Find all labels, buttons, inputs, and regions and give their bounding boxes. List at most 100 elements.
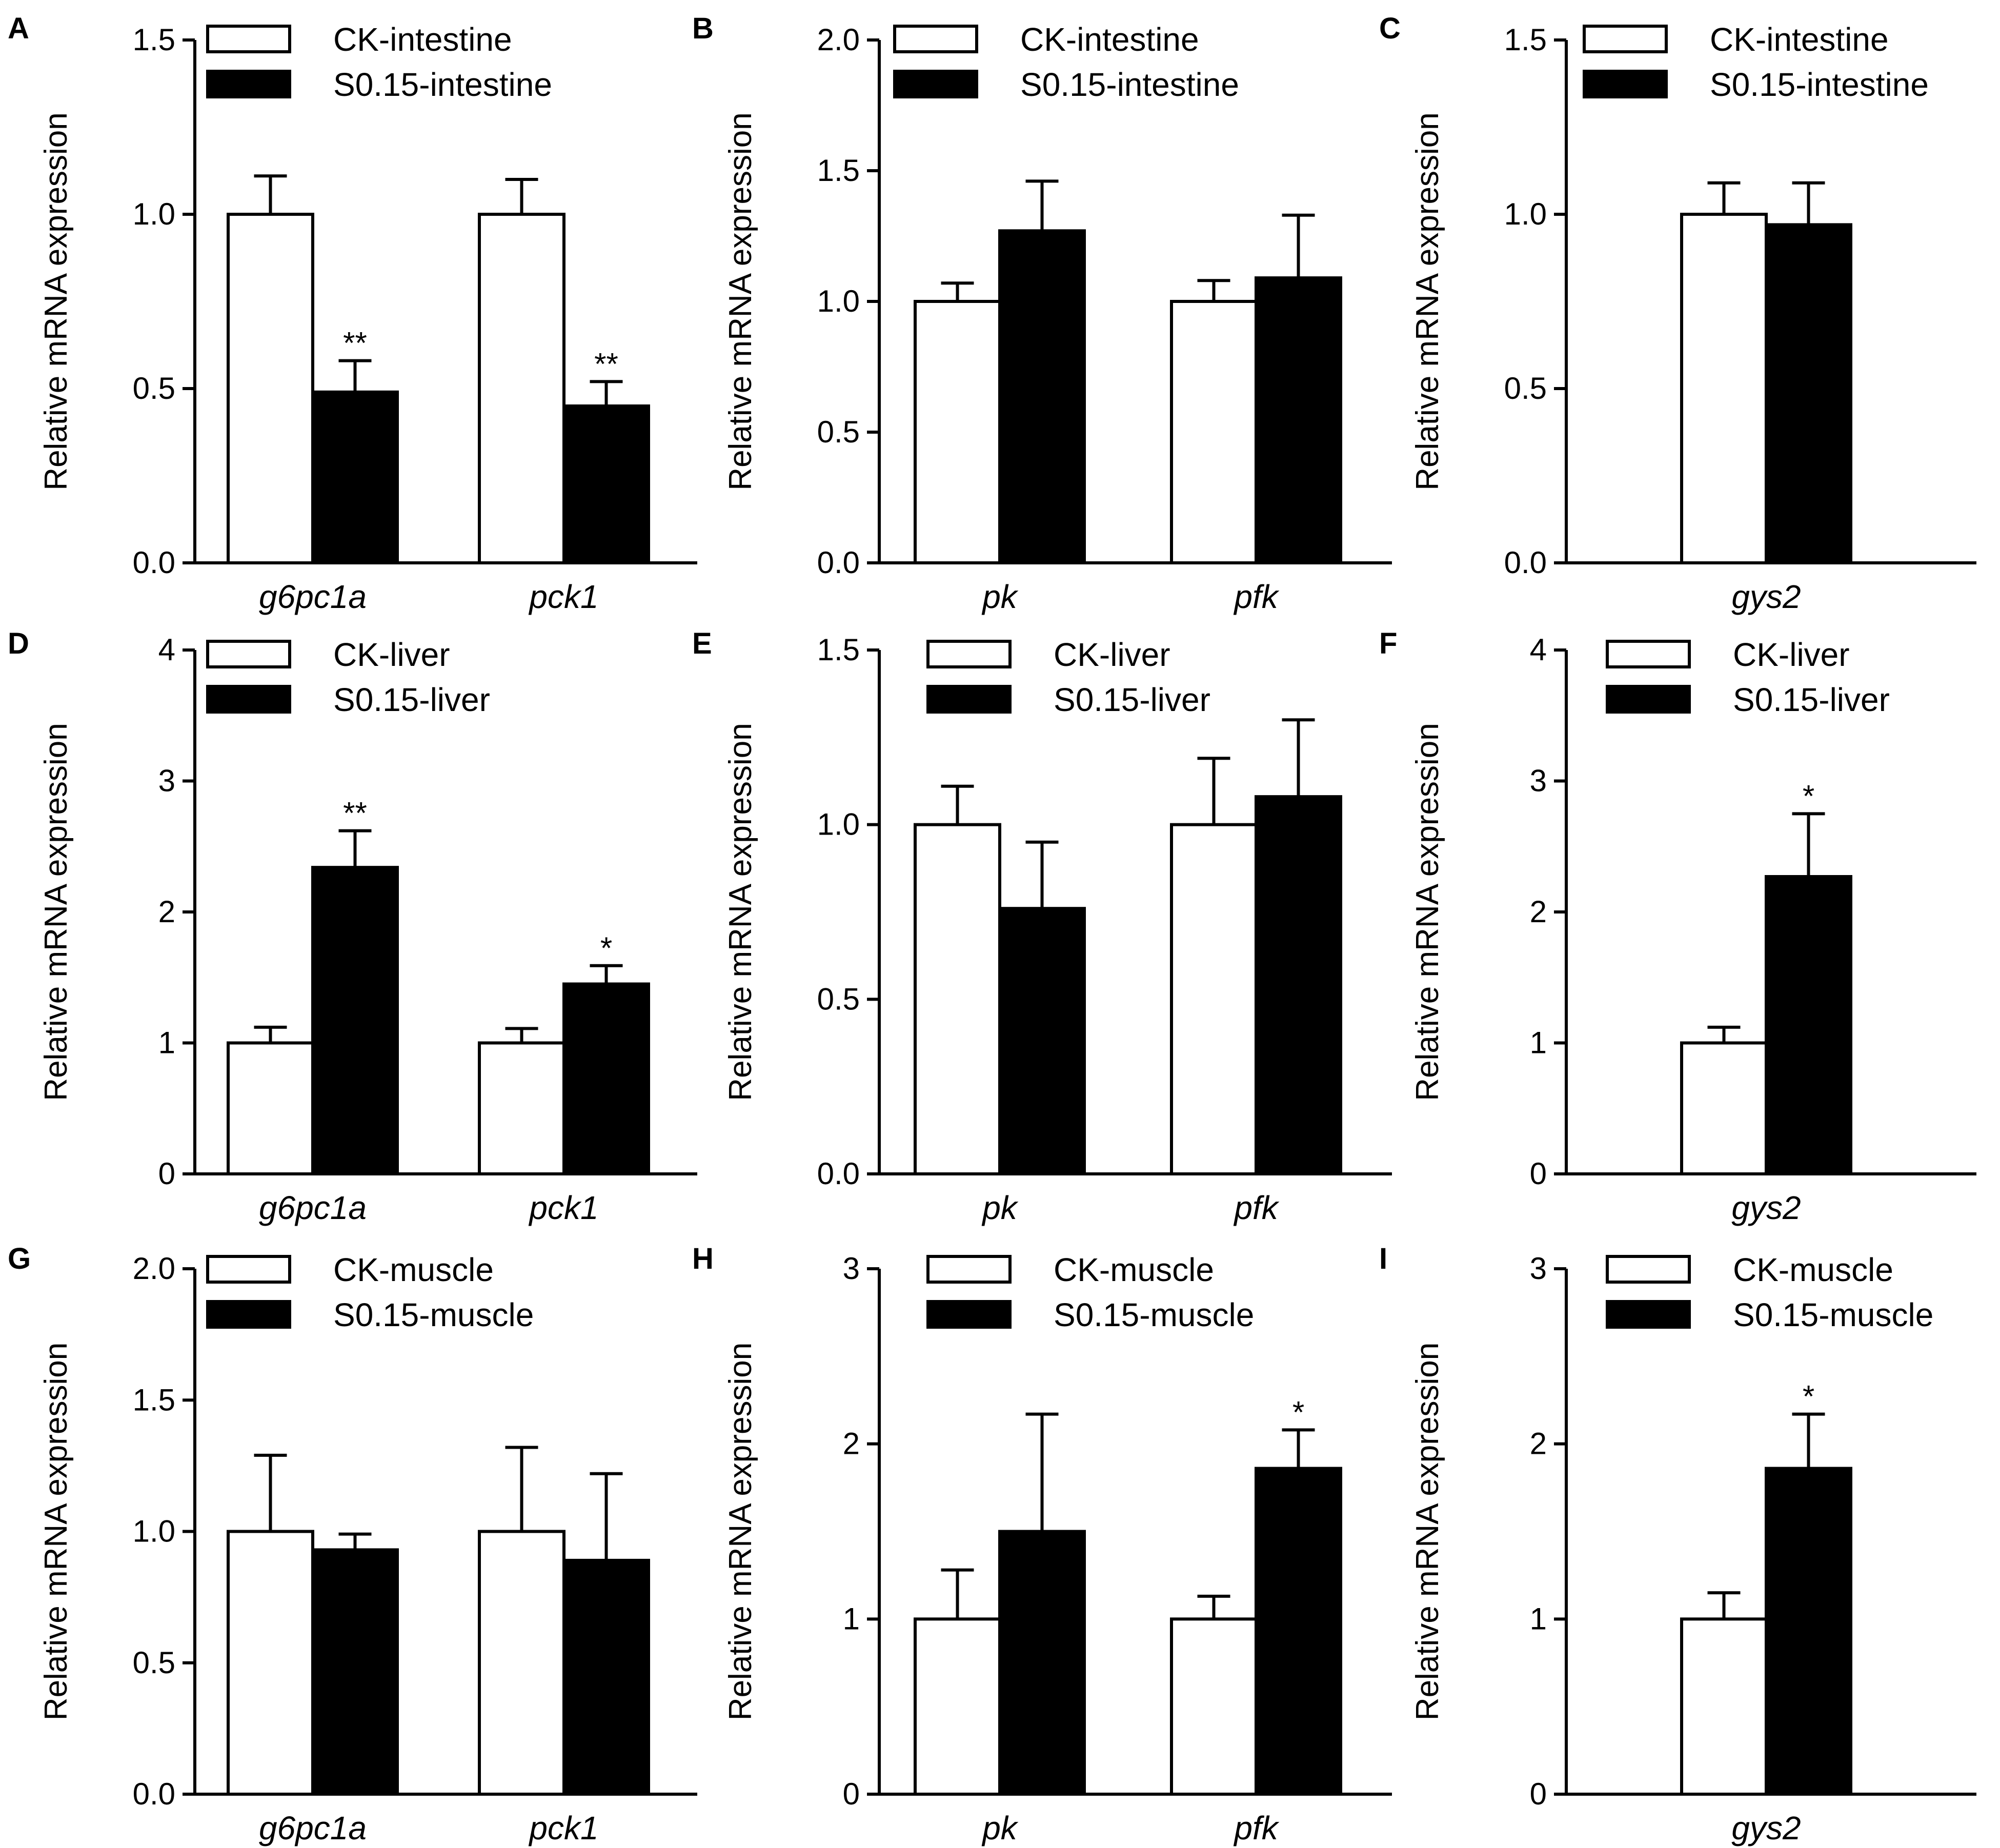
- y-tick-label: 0.5: [1504, 371, 1547, 405]
- panel-label-d: D: [8, 627, 29, 660]
- y-tick-label: 3: [158, 764, 175, 798]
- panel-label-e: E: [692, 627, 712, 660]
- y-axis-label: Relative mRNA expression: [38, 112, 74, 490]
- y-tick-label: 3: [1530, 1251, 1547, 1286]
- legend-swatch: [206, 25, 291, 53]
- panel-label-f: F: [1379, 627, 1397, 660]
- y-tick-label: 0.0: [1504, 545, 1547, 580]
- legend-label: S0.15-intestine: [1710, 66, 1929, 103]
- bar-ck: [1170, 300, 1258, 564]
- x-category-label: gys2: [1731, 1189, 1801, 1226]
- x-category-label: pk: [981, 1189, 1019, 1226]
- bar-s015: [998, 229, 1086, 564]
- panel-label-g: G: [8, 1242, 31, 1275]
- bar-s015: [311, 1548, 399, 1796]
- bar-ck: [914, 1617, 1001, 1796]
- y-tick-label: 2.0: [133, 1251, 175, 1286]
- bar-s015: [1255, 276, 1342, 564]
- panel-e: E 0.0 0.5 1.0 1.5 Relative mRNA expression pk p…: [692, 627, 1392, 1226]
- legend-swatch: [206, 640, 291, 668]
- y-tick-label: 1.5: [817, 633, 860, 667]
- bar-ck: [1170, 1617, 1258, 1796]
- legend-label: S0.15-liver: [1733, 681, 1890, 718]
- bar-s015: [311, 866, 399, 1175]
- panel-label-h: H: [692, 1242, 714, 1275]
- bar-s015: [562, 982, 650, 1176]
- y-tick-label: 0.0: [817, 545, 860, 580]
- legend-label: CK-intestine: [333, 21, 512, 58]
- y-tick-label: 1: [158, 1026, 175, 1060]
- panel-h: H 0 1 2 3 Relative mRNA expression pk * pfk CK-mu…: [692, 1242, 1392, 1846]
- legend-swatch: [206, 70, 291, 98]
- legend-swatch: [926, 1300, 1012, 1329]
- legend-label: S0.15-intestine: [1020, 66, 1239, 103]
- y-axis-label: Relative mRNA expression: [1410, 723, 1445, 1101]
- y-tick-label: 0.0: [817, 1156, 860, 1191]
- legend-swatch: [206, 685, 291, 714]
- y-tick-label: 4: [1530, 633, 1547, 667]
- bar-ck: [227, 1041, 314, 1175]
- y-tick-label: 0.0: [133, 1777, 175, 1811]
- panel-label-c: C: [1379, 12, 1401, 45]
- x-category-label: pck1: [528, 1810, 598, 1846]
- y-tick-label: 3: [1530, 764, 1547, 798]
- legend-swatch: [1606, 685, 1691, 714]
- y-axis-label: Relative mRNA expression: [38, 1343, 74, 1720]
- bar-ck: [227, 213, 314, 564]
- bar-s015: [1255, 795, 1342, 1176]
- bar-ck: [478, 1041, 565, 1175]
- panel-c: C 0.0 0.5 1.0 1.5 Relative mRNA expression gys…: [1379, 12, 1976, 615]
- significance-marker: **: [343, 796, 367, 830]
- legend-label: S0.15-muscle: [333, 1296, 534, 1333]
- bar-s015: [998, 1530, 1086, 1796]
- y-tick-label: 0: [843, 1777, 860, 1811]
- x-category-label: g6pc1a: [259, 1810, 367, 1846]
- legend-swatch: [1606, 640, 1691, 668]
- x-category-label: pck1: [528, 578, 598, 615]
- y-axis-label: Relative mRNA expression: [1410, 1343, 1445, 1720]
- y-tick-label: 0.5: [817, 982, 860, 1016]
- bar-s015: [1765, 1467, 1852, 1796]
- legend-label: S0.15-liver: [1054, 681, 1210, 718]
- y-tick-label: 1: [1530, 1026, 1547, 1060]
- y-tick-label: 1.0: [817, 807, 860, 842]
- x-category-label: g6pc1a: [259, 1189, 367, 1226]
- legend-swatch: [206, 1255, 291, 1284]
- y-tick-label: 1.0: [133, 197, 175, 231]
- y-tick-label: 1: [1530, 1601, 1547, 1636]
- y-tick-label: 1: [843, 1601, 860, 1636]
- significance-marker: **: [343, 326, 367, 360]
- y-tick-label: 1.5: [1504, 23, 1547, 57]
- y-tick-label: 0.5: [817, 415, 860, 449]
- panel-a: A 0.0 0.5 1.0 1.5 Relative mRNA expression ** g…: [8, 12, 697, 615]
- bar-ck: [914, 300, 1001, 564]
- y-tick-label: 2: [843, 1427, 860, 1461]
- bar-s015: [1765, 875, 1852, 1175]
- legend-swatch: [926, 640, 1012, 668]
- bar-s015: [562, 1558, 650, 1796]
- legend-label: CK-liver: [1054, 636, 1170, 673]
- y-tick-label: 1.5: [133, 23, 175, 57]
- y-tick-label: 0: [158, 1156, 175, 1191]
- bar-ck: [1170, 823, 1258, 1175]
- panel-d: D 0 1 2 3 4 Relative mRNA expression ** g6pc1a * p…: [8, 627, 697, 1226]
- bar-ck: [227, 1530, 314, 1796]
- legend-swatch: [1583, 25, 1668, 53]
- panel-i: I 0 1 2 3 Relative mRNA expression * gys2 CK-mus…: [1379, 1242, 1976, 1846]
- y-tick-label: 0.0: [133, 545, 175, 580]
- bar-s015: [1255, 1467, 1342, 1796]
- panel-label-a: A: [8, 12, 29, 45]
- bar-ck: [914, 823, 1001, 1175]
- y-tick-label: 0.5: [133, 371, 175, 405]
- legend-swatch: [1583, 70, 1668, 98]
- y-tick-label: 3: [843, 1251, 860, 1286]
- x-category-label: pfk: [1233, 578, 1279, 615]
- y-tick-label: 2: [1530, 1427, 1547, 1461]
- bar-s015: [562, 404, 650, 564]
- significance-marker: *: [1292, 1395, 1304, 1429]
- legend-label: CK-intestine: [1020, 21, 1199, 58]
- significance-marker: *: [600, 931, 612, 965]
- bar-ck: [1680, 1041, 1768, 1175]
- panel-label-i: I: [1379, 1242, 1387, 1275]
- bar-s015: [998, 907, 1086, 1175]
